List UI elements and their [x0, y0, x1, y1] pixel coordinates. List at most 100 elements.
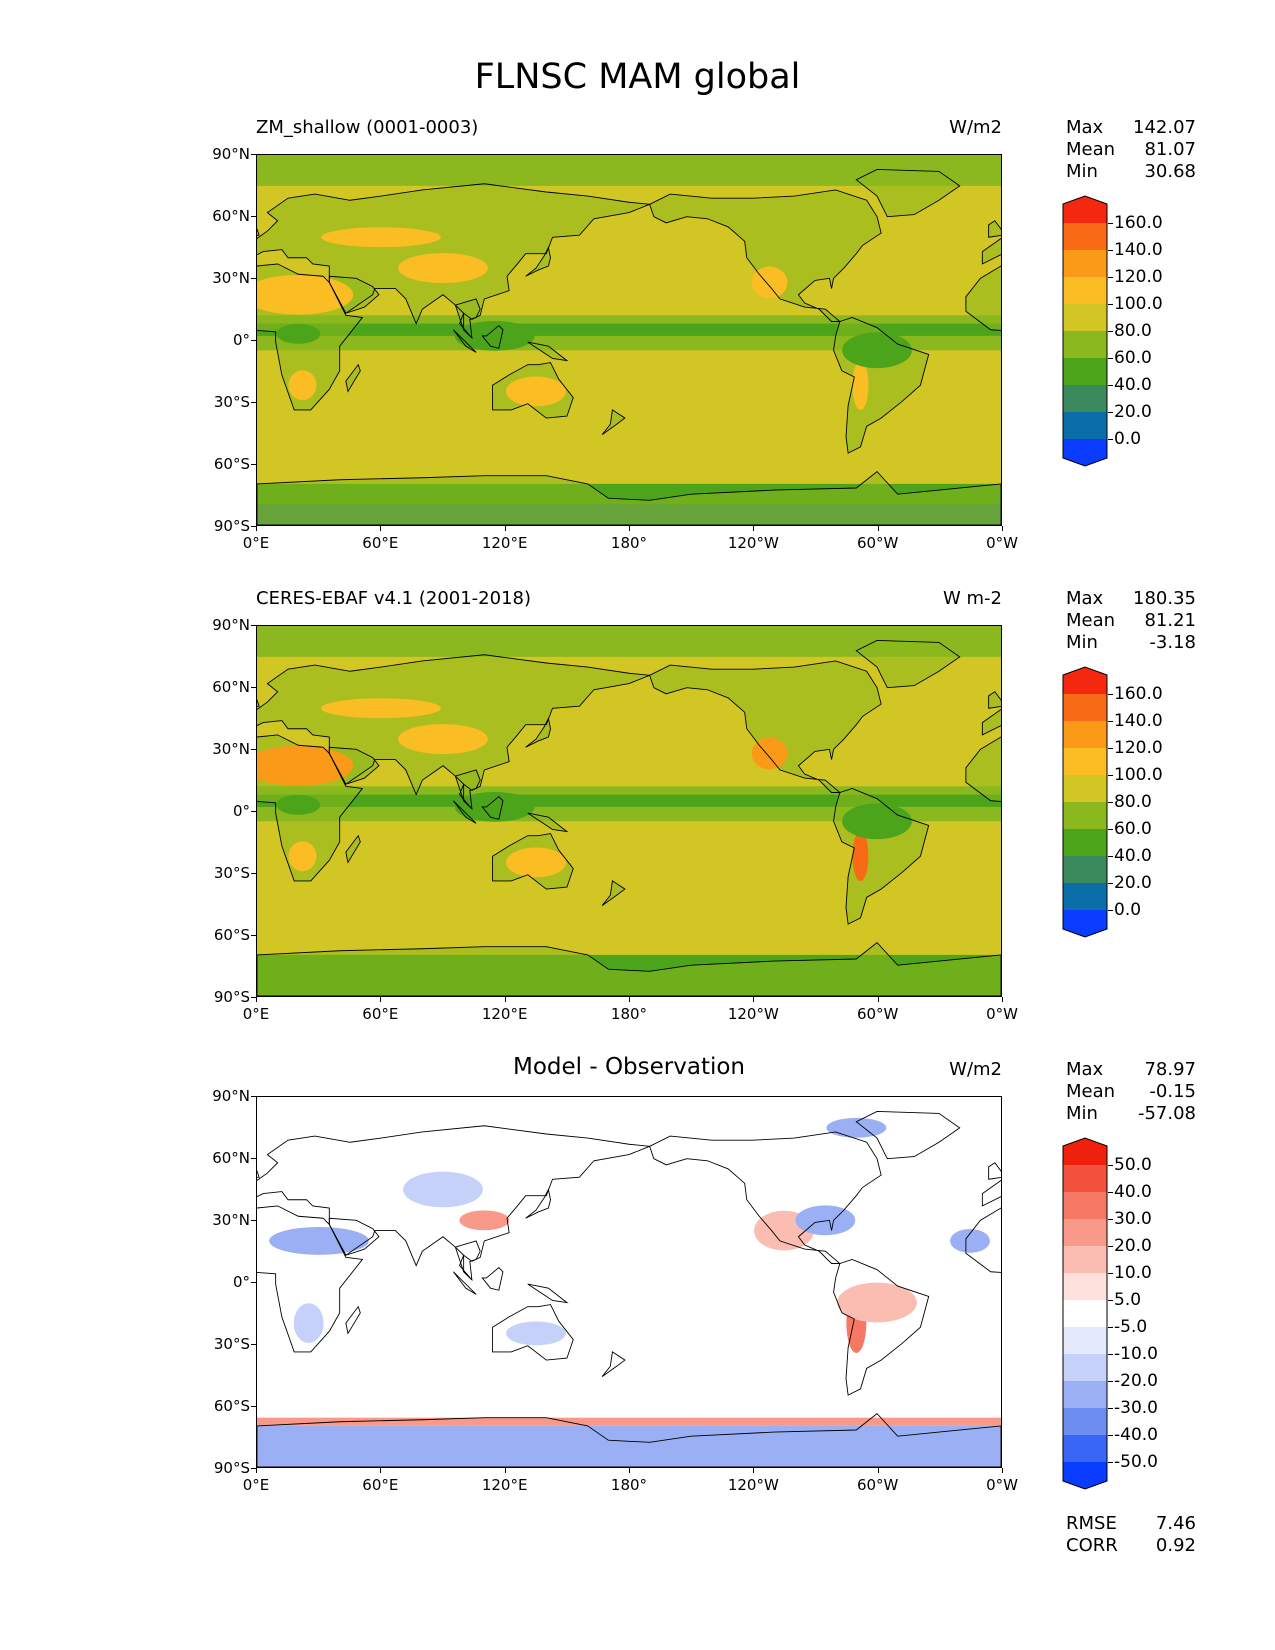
lat-tick-label: 30°N: [212, 1211, 250, 1229]
panel-title: Model - Observation: [512, 1054, 746, 1080]
colorbar-tick: [1108, 856, 1113, 857]
stat-row: Mean 81.21: [1066, 610, 1196, 632]
land-fill-nz: [602, 880, 625, 906]
coastline-antarctica: [257, 1412, 1001, 1467]
field-australia: [506, 376, 566, 407]
lon-tick-label: 180°: [610, 1476, 648, 1494]
coastline-africa: [257, 1205, 364, 1353]
colorbar-label: 30.0: [1114, 1209, 1152, 1229]
lon-tick-mark: [877, 526, 879, 531]
stats-block: Max 78.97 Mean -0.15 Min -57.08: [1066, 1059, 1196, 1125]
stat-label: Mean: [1066, 139, 1116, 160]
colorbar-tick: [1108, 802, 1113, 803]
lon-tick-label: 0°E: [242, 1476, 270, 1494]
stat-row: Max 180.35: [1066, 588, 1196, 610]
stat-value: -3.18: [1149, 632, 1196, 653]
colorbar-label: 50.0: [1114, 1155, 1152, 1175]
lat-tick-mark: [251, 278, 256, 279]
lat-tick-mark: [251, 526, 256, 527]
field-australia-neg: [506, 1321, 566, 1346]
colorbar-segment: [1063, 748, 1107, 775]
land-fill-newguinea: [527, 813, 567, 832]
lon-tick-mark: [504, 997, 506, 1002]
coastline-nz: [601, 1351, 626, 1377]
stat-row: RMSE 7.46: [1066, 1513, 1196, 1535]
colorbar-outline: [1062, 195, 1108, 467]
coastline-arabia: [328, 746, 380, 785]
land-fill-indochina: [455, 769, 481, 809]
field-band-itcz-core: [257, 323, 1001, 336]
stat-value: 0.92: [1155, 1535, 1196, 1556]
colorbar-tick: [1108, 223, 1113, 224]
stat-value: -0.15: [1149, 1081, 1196, 1102]
colorbar-segment: [1063, 910, 1107, 937]
lon-tick-label: 120°E: [481, 534, 528, 552]
lon-tick-mark: [1002, 997, 1003, 1002]
field-centralasia: [321, 698, 441, 719]
coastline-indochina: [454, 769, 481, 811]
panel-units: W m-2: [942, 588, 1002, 609]
coastline-australia: [492, 362, 574, 419]
stat-row: Min -3.18: [1066, 632, 1196, 654]
stat-value: -57.08: [1137, 1103, 1196, 1124]
colorbar-segment: [1063, 358, 1107, 385]
field-base: [257, 1097, 1001, 1467]
coastline-madagascar: [345, 834, 361, 864]
coastline-arabia: [328, 275, 380, 314]
colorbar-segment: [1063, 802, 1107, 829]
lat-tick-label: 90°N: [212, 616, 250, 634]
colorbar-tick: [1108, 1219, 1113, 1220]
land-fill-nz: [602, 409, 625, 435]
map-field: [257, 626, 1001, 996]
map-field: [257, 155, 1001, 525]
coastline-madagascar: [345, 1305, 361, 1335]
stat-value: 30.68: [1144, 161, 1196, 182]
field-northamerica-neg: [795, 1205, 856, 1236]
stat-row: CORR 0.92: [1066, 1535, 1196, 1557]
panel-title: ZM_shallow (0001-0003): [256, 117, 479, 138]
colorbar-tick: [1108, 829, 1113, 830]
lon-tick-label: 0°E: [242, 534, 270, 552]
coastline-newguinea: [527, 812, 569, 833]
colorbar-segment: [1063, 1165, 1107, 1192]
colorbar-tick: [1108, 1462, 1113, 1463]
stat-label: Min: [1066, 1103, 1098, 1124]
lat-tick-mark: [251, 402, 256, 403]
map-area: [256, 625, 1002, 997]
colorbar-label: 40.0: [1114, 1182, 1152, 1202]
field-asia-neg: [403, 1171, 483, 1208]
colorbar-label: 20.0: [1114, 402, 1152, 422]
colorbar-segment: [1063, 304, 1107, 331]
coastline-namerica: [649, 660, 882, 793]
lon-tick-label: 120°W: [727, 1476, 779, 1494]
lon-tick-label: 60°E: [362, 534, 399, 552]
land-fill-madagascar: [345, 364, 361, 392]
lat-tick-label: 60°S: [213, 926, 250, 944]
field-australia: [506, 847, 566, 878]
footer-stats: RMSE 7.46 CORR 0.92: [1066, 1513, 1196, 1557]
field-centralasia: [321, 227, 441, 248]
colorbar-label: 0.0: [1114, 900, 1142, 920]
field-congo: [276, 794, 321, 815]
coastline-borneo: [481, 795, 504, 820]
field-arctic-neg: [826, 1117, 887, 1138]
colorbar-tick: [1108, 775, 1113, 776]
field-tibet: [398, 724, 488, 754]
coastline-japan: [525, 1188, 551, 1219]
stat-value: 81.21: [1144, 610, 1196, 631]
lon-tick-mark: [753, 526, 755, 531]
field-tibet: [398, 253, 488, 283]
colorbar-label: 100.0: [1114, 765, 1163, 785]
field-westafrica-neg: [950, 1228, 990, 1253]
coastline-borneo: [481, 324, 504, 349]
coastline-uk: [988, 691, 1001, 709]
lat-tick-label: 30°S: [213, 1335, 250, 1353]
colorbar-tick: [1108, 277, 1113, 278]
colorbar-tick: [1108, 883, 1113, 884]
land-fill-eurasia: [982, 238, 1001, 264]
land-fill-greenland: [856, 640, 960, 688]
coastline-arabia: [328, 1217, 380, 1256]
colorbar-tick: [1108, 1354, 1113, 1355]
field-antarctic-pos: [257, 1417, 1001, 1426]
map-area: [256, 154, 1002, 526]
